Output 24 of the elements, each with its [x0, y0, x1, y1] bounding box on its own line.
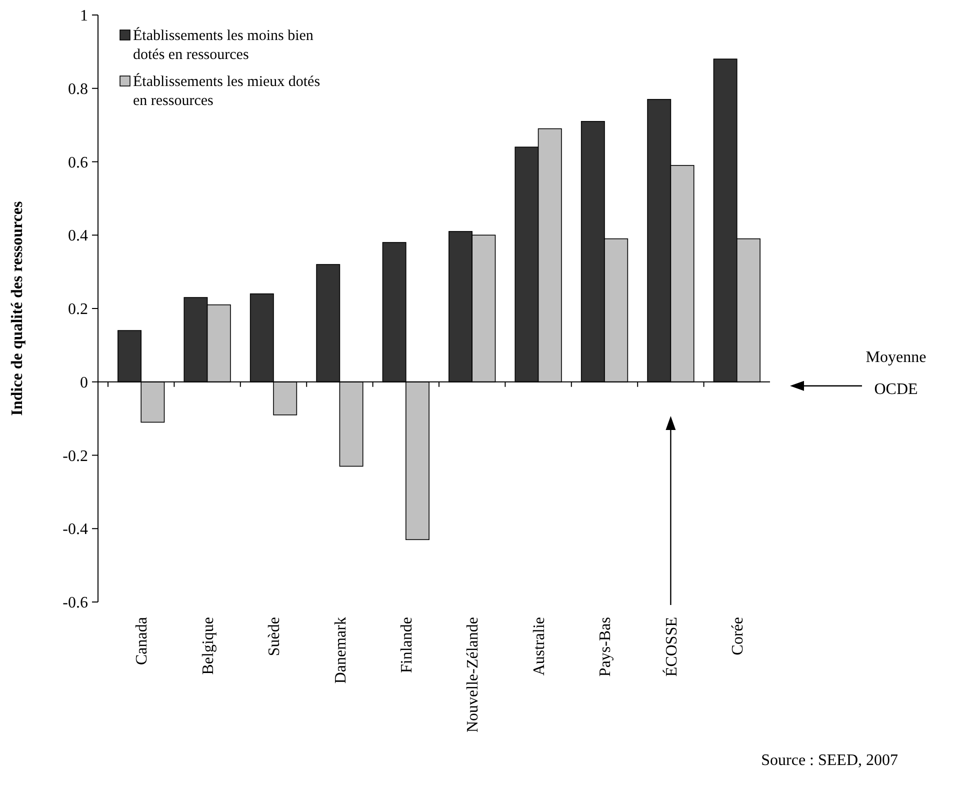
- y-tick-label: 0.4: [68, 228, 88, 245]
- x-tick-label: ÉCOSSE: [662, 617, 680, 677]
- y-tick-label: -0.6: [62, 594, 88, 612]
- x-tick-label: Canada: [134, 617, 151, 665]
- y-tick-label: 0.2: [68, 301, 88, 318]
- x-tick-label: Finlande: [398, 617, 416, 673]
- legend-label: Établissements les mieux dotés en ressources: [133, 73, 320, 109]
- x-tick-label: Pays-Bas: [597, 617, 614, 677]
- y-tick-label: 0.8: [68, 80, 88, 98]
- y-tick-label: -0.4: [62, 521, 88, 538]
- y-tick-label: -0.2: [62, 448, 88, 465]
- x-tick-label: Suède: [266, 617, 284, 656]
- y-tick-label: 0: [80, 374, 88, 392]
- y-tick-label: 1: [80, 8, 88, 25]
- legend-label: Établissements les moins bien dotés en ressources: [133, 27, 314, 63]
- x-tick-label: Australie: [530, 617, 548, 676]
- y-tick-label: 0.6: [68, 154, 88, 172]
- x-tick-label: Nouvelle-Zélande: [464, 617, 482, 732]
- y-axis-title: Indice de qualité des ressources: [9, 201, 26, 416]
- x-tick-label: Corée: [730, 617, 746, 656]
- source-note: Source : SEED, 2007: [761, 752, 898, 769]
- text: Moyenne OCDE: [866, 348, 926, 398]
- x-tick-label: Belgique: [200, 617, 217, 675]
- x-tick-label: Danemark: [332, 617, 350, 684]
